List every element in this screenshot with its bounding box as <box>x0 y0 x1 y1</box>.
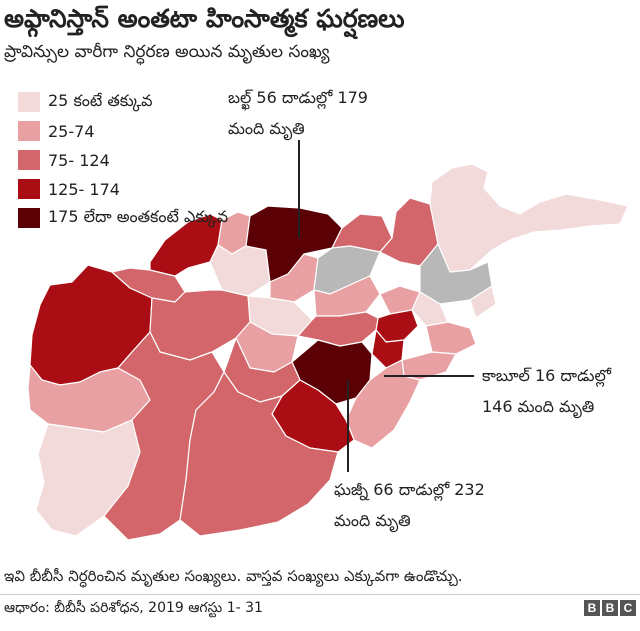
kabul-annotation: కాబూల్ 16 దాడుల్లో 146 మంది మృతి <box>482 360 611 422</box>
province-kunduz <box>331 213 393 253</box>
legend-item: 175 లేదా అంతకంటే ఎక్కువ <box>18 206 229 228</box>
page-subtitle: ప్రావిన్సుల వారీగా నిర్ధరణ అయిన మృతుల సం… <box>4 42 330 62</box>
legend-swatch <box>18 92 40 112</box>
balkh-annotation: బల్ఖ్ 56 దాడుల్లో 179 మంది మృతి <box>228 82 368 144</box>
legend-label: 125- 174 <box>48 179 120 199</box>
legend: 25 కంటే తక్కువ 25-74 75- 124 125- 174 17… <box>18 90 229 237</box>
province-badakhshan <box>429 163 629 273</box>
page-title: అఫ్గానిస్తాన్ అంతటా హింసాత్మక ఘర్షణలు <box>4 4 405 33</box>
ghazni-annotation-line2: మంది మృతి <box>334 511 411 530</box>
ghazni-annotation: ఘజ్నీ 66 దాడుల్లో 232 మంది మృతి <box>334 474 485 536</box>
province-nangarhar <box>425 321 477 355</box>
legend-label: 75- 124 <box>48 150 110 170</box>
legend-swatch <box>18 150 40 170</box>
legend-item: 25-74 <box>18 121 228 141</box>
kabul-annotation-line1: కాబూల్ 16 దాడుల్లో <box>482 366 611 385</box>
legend-swatch <box>18 208 40 228</box>
province-sarepul <box>209 244 271 297</box>
source-note: ఆధారం: బీబీసీ పరిశోధన, 2019 ఆగస్టు 1- 31 <box>4 600 263 616</box>
province-wardak <box>297 311 379 347</box>
balkh-annotation-line1: బల్ఖ్ 56 దాడుల్లో 179 <box>228 88 368 107</box>
legend-label: 175 లేదా అంతకంటే ఎక్కువ <box>48 206 229 226</box>
province-kunar <box>469 285 497 319</box>
legend-item: 125- 174 <box>18 179 228 199</box>
divider <box>0 594 640 595</box>
legend-label: 25 కంటే తక్కువ <box>48 90 153 110</box>
province-kandahar <box>179 371 339 537</box>
ghazni-annotation-line1: ఘజ్నీ 66 దాడుల్లో 232 <box>334 480 485 499</box>
bbc-logo-letter: C <box>620 600 636 616</box>
legend-label: 25-74 <box>48 121 95 141</box>
bbc-logo: B B C <box>584 600 636 616</box>
footnote: ఇవి బీబీసీ నిర్ధరించిన మృతుల సంఖ్యలు. వా… <box>4 567 463 585</box>
province-balkh <box>245 205 343 283</box>
province-laghman <box>411 291 449 327</box>
bbc-logo-letter: B <box>602 600 618 616</box>
kabul-annotation-line2: 146 మంది మృతి <box>482 397 595 416</box>
legend-swatch <box>18 121 40 141</box>
balkh-annotation-line2: మంది మృతి <box>228 119 305 138</box>
legend-item: 25 కంటే తక్కువ <box>18 90 228 112</box>
legend-swatch <box>18 179 40 199</box>
bbc-logo-letter: B <box>584 600 600 616</box>
legend-item: 75- 124 <box>18 150 228 170</box>
